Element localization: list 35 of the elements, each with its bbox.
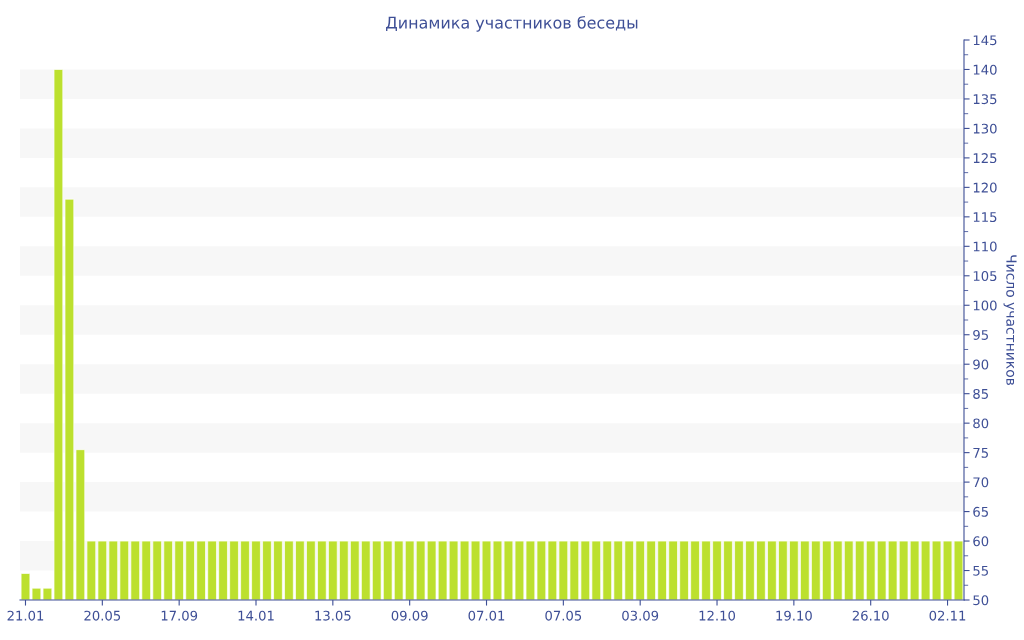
x-tick-label: 17.09 [161, 610, 198, 621]
x-tick-label: 14.01 [238, 610, 274, 621]
y-axis-title: Число участников [1003, 255, 1017, 386]
x-tick-label: 20.05 [84, 610, 121, 621]
y-tick-label: 65 [973, 506, 988, 517]
y-tick-label: 120 [973, 182, 997, 193]
y-tick-label: 85 [973, 388, 988, 399]
y-tick-label: 125 [973, 153, 997, 164]
y-tick-label: 140 [973, 64, 997, 75]
x-tick-label: 09.09 [391, 610, 428, 621]
x-tick-label: 07.01 [468, 610, 505, 621]
y-tick-label: 90 [973, 359, 989, 370]
x-tick-label: 02.11 [929, 610, 966, 621]
x-tick-label: 21.01 [7, 610, 44, 621]
y-tick-label: 60 [973, 536, 989, 547]
x-tick-label: 03.09 [622, 610, 659, 621]
y-tick-label: 135 [973, 94, 997, 105]
y-tick-label: 75 [973, 448, 988, 458]
y-tick-label: 50 [973, 595, 989, 606]
y-tick-label: 95 [973, 329, 988, 340]
y-tick-label: 115 [973, 212, 997, 223]
x-tick-label: 13.05 [315, 610, 351, 621]
y-tick-label: 105 [973, 271, 997, 281]
y-tick-label: 55 [973, 565, 988, 576]
x-tick-label: 26.10 [852, 610, 889, 621]
chart-title: Динамика участников беседы [386, 16, 638, 32]
y-tick-label: 110 [973, 241, 997, 252]
y-tick-label: 80 [973, 418, 989, 429]
y-tick-label: 70 [973, 477, 989, 488]
y-tick-label: 100 [973, 300, 997, 311]
x-tick-label: 19.10 [776, 610, 812, 621]
y-tick-label: 130 [973, 123, 997, 134]
y-tick-label: 145 [973, 35, 997, 46]
x-tick-label: 12.10 [699, 610, 736, 621]
x-tick-label: 07.05 [545, 610, 582, 621]
